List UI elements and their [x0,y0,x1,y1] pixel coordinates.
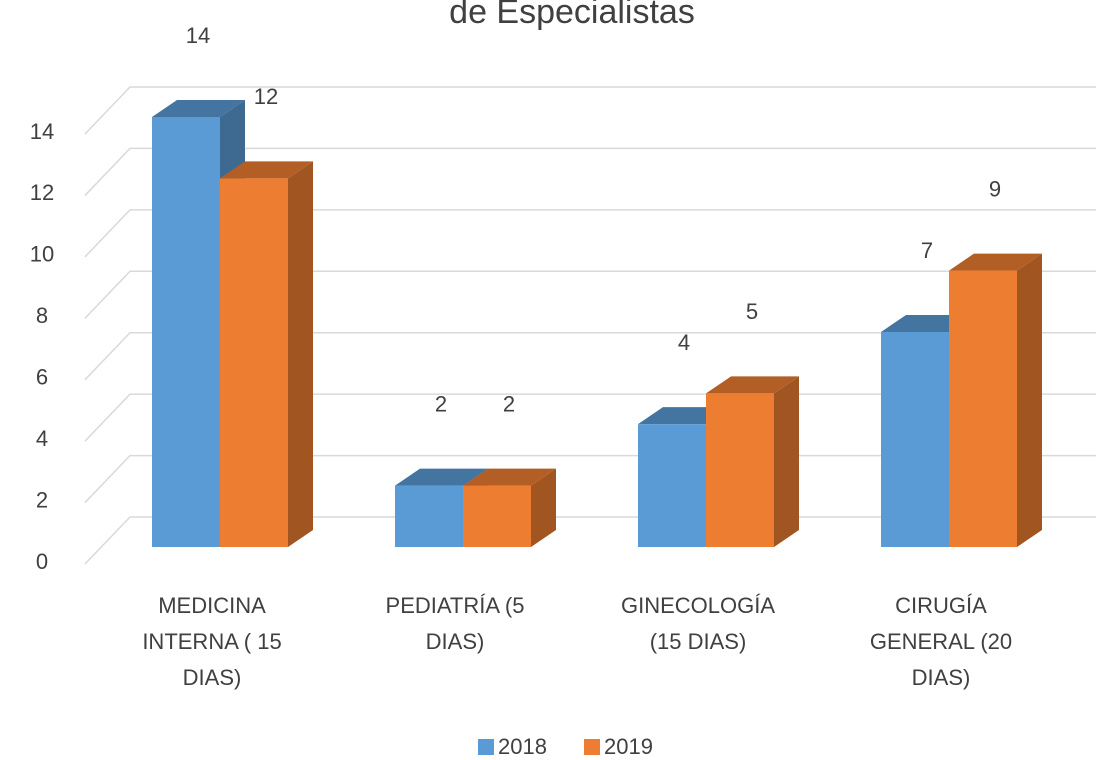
data-label: 9 [989,176,1001,201]
y-tick-label: 12 [30,180,54,205]
data-label: 2 [435,391,447,416]
bar-side [774,376,799,547]
bar-top [463,468,556,486]
bar-side [288,161,313,547]
bar-top [152,100,245,117]
bar [638,424,706,547]
bar [881,332,949,547]
legend-swatch [584,739,600,755]
bar [949,270,1017,547]
bar [220,178,288,547]
y-tick-label: 2 [36,487,48,512]
legend-label: 2018 [498,734,547,759]
y-tick-label: 8 [36,303,48,328]
data-label: 4 [678,330,690,355]
y-tick-label: 4 [36,426,48,451]
bar [395,485,463,547]
data-label: 2 [503,391,515,416]
data-label: 12 [254,84,278,109]
x-tick-label: MEDICINA INTERNA ( 15 DIAS) [142,593,282,690]
bar-top [395,468,488,486]
y-tick-label: 14 [30,119,54,144]
grid-line [84,270,1096,319]
legend-swatch [478,739,494,755]
data-label: 7 [921,238,933,263]
y-tick-label: 6 [36,365,48,390]
x-tick-label: GINECOLOGÍA (15 DIAS) [620,593,776,654]
grid-line [84,147,1096,196]
bar-top [949,253,1042,271]
bar-top [706,376,799,394]
y-tick-label: 0 [36,549,48,574]
legend-label: 2019 [604,734,653,759]
bar-top [220,161,313,179]
grid-line [84,86,1096,135]
data-label: 14 [186,23,210,48]
bar [463,485,531,547]
chart-title: de Especialistas [449,0,695,31]
bar [706,393,774,547]
y-tick-label: 10 [30,242,54,267]
grid-line [84,331,1096,381]
grid-line [84,209,1096,258]
x-tick-label: CIRUGÍA GENERAL (20 DIAS) [869,593,1013,690]
bar-side [1017,253,1042,548]
x-tick-label: PEDIATRÍA (5 DIAS) [385,593,525,654]
data-label: 5 [746,299,758,324]
bar-side [531,468,556,547]
bar [152,117,220,547]
